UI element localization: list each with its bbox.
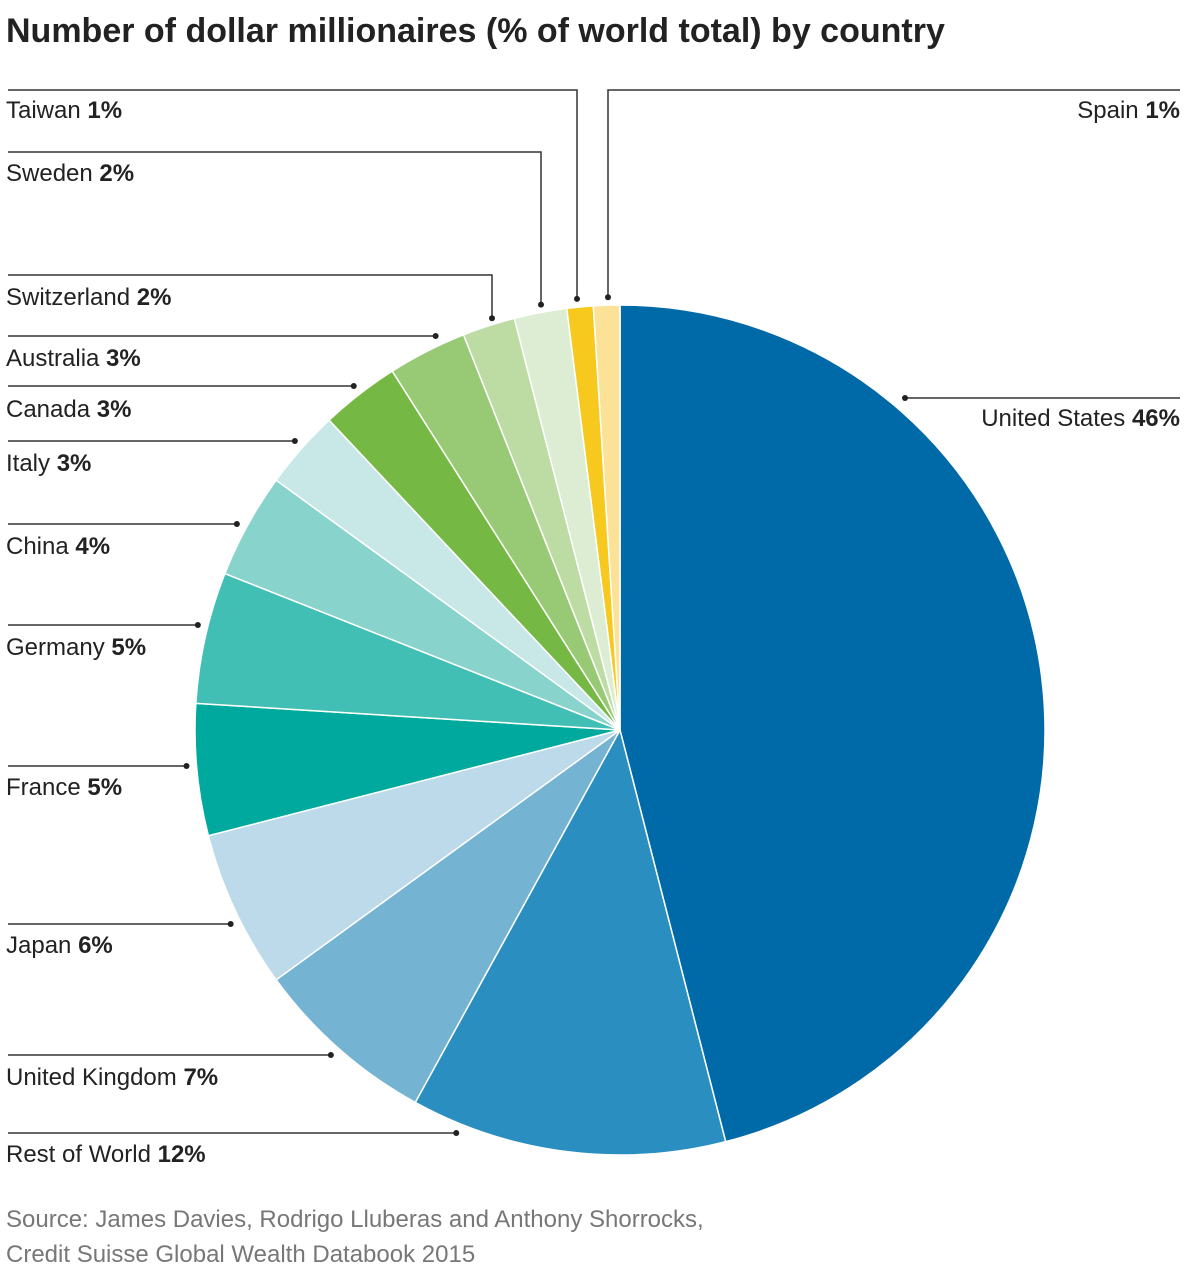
slice-label: Australia 3% — [6, 345, 141, 372]
slice-value: 7% — [183, 1064, 218, 1091]
slice-value: 12% — [158, 1141, 206, 1168]
slice-label: China 4% — [6, 533, 110, 560]
leader-dot — [233, 521, 240, 527]
slice-value: 3% — [57, 450, 92, 477]
pie-slice — [592, 304, 621, 731]
leader-dot — [194, 622, 201, 628]
leader-line — [8, 89, 578, 299]
slice-value: 2% — [137, 284, 172, 311]
leader-dot — [327, 1052, 334, 1058]
slice-label: France 5% — [6, 774, 122, 801]
slice-value: 4% — [75, 533, 110, 560]
leader-dot — [574, 295, 580, 302]
leader-dot — [432, 333, 439, 339]
pie-slice — [619, 304, 1046, 1143]
slice-name: Switzerland — [6, 284, 130, 311]
leader-line — [8, 151, 542, 305]
slice-name: United Kingdom — [6, 1064, 177, 1091]
leader-dot — [350, 383, 357, 389]
leader-dot — [291, 438, 298, 444]
source: Source: James Davies, Rodrigo Lluberas a… — [6, 1206, 704, 1233]
slice-name: Australia — [6, 345, 100, 372]
slice-value: 6% — [78, 932, 113, 959]
leader-dot — [183, 763, 190, 769]
slice-label: Germany 5% — [6, 634, 146, 661]
slice-label: United States 46% — [981, 405, 1180, 432]
leader-line — [607, 89, 1180, 298]
slice-value: 3% — [106, 345, 141, 372]
leader-dot — [227, 921, 234, 927]
slice-name: Japan — [6, 932, 71, 959]
slice-label: Italy 3% — [6, 450, 91, 477]
slice-label: Spain 1% — [1077, 97, 1180, 124]
slice-label: Canada 3% — [6, 396, 131, 423]
chart-title: Number of dollar millionaires (% of worl… — [6, 12, 945, 50]
leader-line — [8, 274, 493, 319]
slice-name: Canada — [6, 396, 91, 423]
leader-dot — [453, 1130, 460, 1136]
leader-dot — [605, 294, 611, 301]
slice-name: China — [6, 533, 69, 560]
slice-value: 1% — [1145, 97, 1180, 124]
slice-name: Sweden — [6, 160, 93, 187]
pie-slice — [207, 729, 621, 981]
pie-slice — [414, 727, 727, 1156]
slice-value: 3% — [97, 396, 132, 423]
slice-name: Germany — [6, 634, 105, 661]
slice-value: 5% — [111, 634, 146, 661]
leader-dot — [902, 395, 908, 401]
slice-name: Spain — [1077, 97, 1138, 124]
slice-value: 2% — [99, 160, 134, 187]
slice-value: 46% — [1132, 405, 1180, 432]
slice-name: United States — [981, 405, 1125, 432]
slice-label: United Kingdom 7% — [6, 1064, 218, 1091]
slice-value: 5% — [87, 774, 122, 801]
slice-label: Japan 6% — [6, 932, 113, 959]
slice-label: Taiwan 1% — [6, 97, 122, 124]
slice-name: France — [6, 774, 81, 801]
pie-slice — [275, 729, 621, 1104]
leader-dot — [489, 315, 495, 322]
slice-label: Rest of World 12% — [6, 1141, 206, 1168]
source: Credit Suisse Global Wealth Databook 201… — [6, 1241, 475, 1268]
slice-name: Rest of World — [6, 1141, 151, 1168]
slice-value: 1% — [87, 97, 122, 124]
slice-label: Switzerland 2% — [6, 284, 171, 311]
slice-name: Taiwan — [6, 97, 81, 124]
slice-label: Sweden 2% — [6, 160, 134, 187]
leader-dot — [538, 301, 544, 308]
slice-name: Italy — [6, 450, 50, 477]
